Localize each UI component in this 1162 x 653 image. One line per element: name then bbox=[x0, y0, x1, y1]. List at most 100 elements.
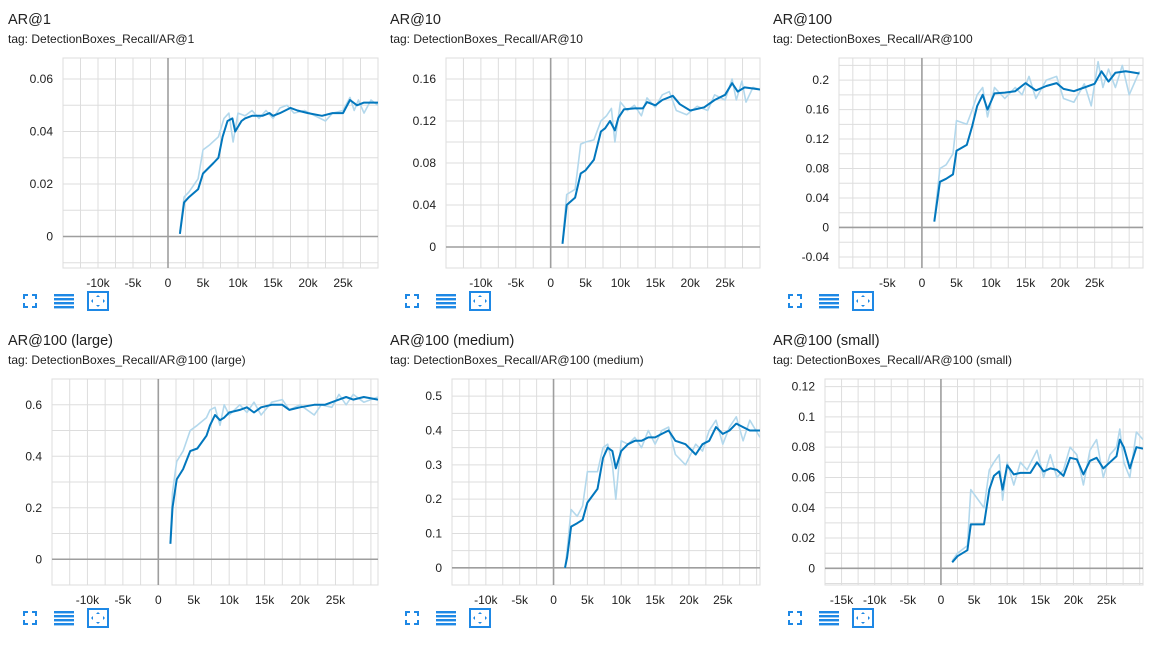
chart-card-ar100-small: AR@100 (small) tag: DetectionBoxes_Recal… bbox=[773, 333, 1153, 653]
fullscreen-button[interactable] bbox=[400, 607, 424, 629]
chart-title: AR@100 (medium) bbox=[390, 333, 515, 349]
y-tick-label: 0 bbox=[46, 230, 53, 244]
fit-domain-button[interactable] bbox=[468, 290, 492, 312]
x-tick-label: 0 bbox=[547, 276, 554, 290]
y-tick-label: 0.08 bbox=[413, 156, 437, 170]
y-tick-label: 0 bbox=[35, 552, 42, 566]
y-tick-label: 0.16 bbox=[413, 72, 437, 86]
chart-toolbar bbox=[18, 607, 120, 629]
grid-lines bbox=[839, 58, 1143, 268]
x-tick-label: 0 bbox=[165, 276, 172, 290]
x-tick-label: -10k bbox=[76, 593, 100, 607]
x-tick-label: 5k bbox=[197, 276, 211, 290]
x-tick-label: 25k bbox=[715, 276, 735, 290]
y-tick-label: 0 bbox=[808, 561, 815, 575]
y-tick-label: 0.3 bbox=[425, 458, 442, 472]
toggle-log-scale-button[interactable] bbox=[52, 290, 76, 312]
series-line-raw bbox=[179, 96, 378, 232]
fullscreen-button[interactable] bbox=[400, 290, 424, 312]
toggle-log-scale-icon bbox=[818, 293, 840, 309]
line-chart[interactable]: -10k -5k 0 5k 10k 15k 20k 25k 0 0.2 0.4 0.6 bbox=[8, 333, 388, 653]
chart-tag: tag: DetectionBoxes_Recall/AR@100 (large… bbox=[8, 353, 246, 367]
y-tick-label: 0.04 bbox=[30, 125, 54, 139]
line-chart[interactable]: -10k -5k 0 5k 10k 15k 20k 25k 0 0.02 0.04 0.06 bbox=[8, 12, 388, 332]
x-tick-label: -10k bbox=[863, 593, 887, 607]
toggle-log-scale-icon bbox=[53, 293, 75, 309]
x-tick-label: 25k bbox=[1085, 276, 1105, 290]
series-line-raw bbox=[169, 393, 378, 539]
y-tick-label: 0.12 bbox=[413, 114, 437, 128]
grid-lines bbox=[62, 58, 379, 268]
chart-toolbar bbox=[400, 290, 502, 312]
y-tick-label: 0.4 bbox=[25, 449, 42, 463]
x-tick-label: 10k bbox=[612, 593, 632, 607]
toggle-log-scale-button[interactable] bbox=[434, 290, 458, 312]
toggle-log-scale-button[interactable] bbox=[52, 607, 76, 629]
fit-domain-icon bbox=[852, 291, 874, 311]
chart-toolbar bbox=[783, 607, 885, 629]
fullscreen-button[interactable] bbox=[783, 290, 807, 312]
y-tick-label: 0.16 bbox=[806, 103, 830, 117]
x-tick-label: 0 bbox=[155, 593, 162, 607]
fullscreen-button[interactable] bbox=[18, 290, 42, 312]
x-tick-label: 0 bbox=[938, 593, 945, 607]
fullscreen-button[interactable] bbox=[783, 607, 807, 629]
x-tick-label: 20k bbox=[679, 593, 699, 607]
fullscreen-icon bbox=[22, 293, 38, 309]
chart-card-ar100: AR@100 tag: DetectionBoxes_Recall/AR@100… bbox=[773, 12, 1153, 332]
line-chart[interactable]: -5k 0 5k 10k 15k 20k 25k -0.04 0 0.04 0.08 0.12 0.16… bbox=[773, 12, 1153, 332]
x-tick-label: -10k bbox=[474, 593, 498, 607]
y-tick-label: 0.12 bbox=[792, 380, 816, 394]
x-tick-label: 5k bbox=[581, 593, 595, 607]
fullscreen-icon bbox=[787, 293, 803, 309]
line-chart[interactable]: -15k -10k -5k 0 5k 10k 15k 20k 25k 0 0.02 0.04 0.06 0… bbox=[773, 333, 1153, 653]
x-tick-label: 0 bbox=[550, 593, 557, 607]
x-tick-label: 20k bbox=[681, 276, 701, 290]
series-line-smoothed bbox=[178, 99, 378, 235]
fullscreen-button[interactable] bbox=[18, 607, 42, 629]
x-tick-label: 20k bbox=[1064, 593, 1084, 607]
toggle-log-scale-button[interactable] bbox=[434, 607, 458, 629]
fit-domain-button[interactable] bbox=[86, 290, 110, 312]
chart-tag: tag: DetectionBoxes_Recall/AR@10 bbox=[390, 32, 583, 46]
plot-area bbox=[824, 378, 1144, 586]
toggle-log-scale-icon bbox=[818, 610, 840, 626]
y-tick-label: 0 bbox=[822, 220, 829, 234]
x-tick-label: -10k bbox=[86, 276, 110, 290]
y-tick-label: 0.2 bbox=[25, 501, 42, 515]
series-line-smoothed bbox=[933, 70, 1140, 222]
series-line-raw bbox=[564, 416, 760, 568]
chart-tag: tag: DetectionBoxes_Recall/AR@1 bbox=[8, 32, 195, 46]
fit-domain-icon bbox=[852, 608, 874, 628]
plot-area bbox=[62, 57, 379, 269]
x-tick-label: 20k bbox=[290, 593, 310, 607]
y-tick-label: 0.1 bbox=[798, 410, 815, 424]
chart-tag: tag: DetectionBoxes_Recall/AR@100 bbox=[773, 32, 973, 46]
line-chart[interactable]: -10k -5k 0 5k 10k 15k 20k 25k 0 0.1 0.2 0.3 0.4 0.5 bbox=[390, 333, 770, 653]
y-tick-label: 0.08 bbox=[792, 440, 816, 454]
fit-domain-button[interactable] bbox=[851, 607, 875, 629]
fit-domain-button[interactable] bbox=[468, 607, 492, 629]
y-tick-label: 0.08 bbox=[806, 162, 830, 176]
fit-domain-button[interactable] bbox=[86, 607, 110, 629]
y-tick-label: 0 bbox=[429, 240, 436, 254]
x-tick-label: 15k bbox=[1016, 276, 1036, 290]
x-tick-label: 10k bbox=[998, 593, 1018, 607]
chart-title: AR@10 bbox=[390, 12, 441, 28]
x-tick-label: 15k bbox=[255, 593, 275, 607]
line-chart[interactable]: -10k -5k 0 5k 10k 15k 20k 25k 0 0.04 0.08 0.12 0.16 bbox=[390, 12, 770, 332]
grid-lines bbox=[451, 378, 760, 586]
x-tick-label: 25k bbox=[333, 276, 353, 290]
y-tick-label: 0.02 bbox=[30, 177, 54, 191]
toggle-log-scale-button[interactable] bbox=[817, 290, 841, 312]
fit-domain-button[interactable] bbox=[851, 290, 875, 312]
x-tick-label: -5k bbox=[507, 276, 525, 290]
y-tick-label: 0.6 bbox=[25, 398, 42, 412]
fullscreen-icon bbox=[787, 610, 803, 626]
x-tick-label: 15k bbox=[645, 593, 665, 607]
series-line-smoothed bbox=[564, 422, 760, 568]
toggle-log-scale-button[interactable] bbox=[817, 607, 841, 629]
x-tick-label: 25k bbox=[1097, 593, 1117, 607]
chart-title: AR@100 bbox=[773, 12, 833, 28]
y-tick-label: 0.12 bbox=[806, 132, 830, 146]
